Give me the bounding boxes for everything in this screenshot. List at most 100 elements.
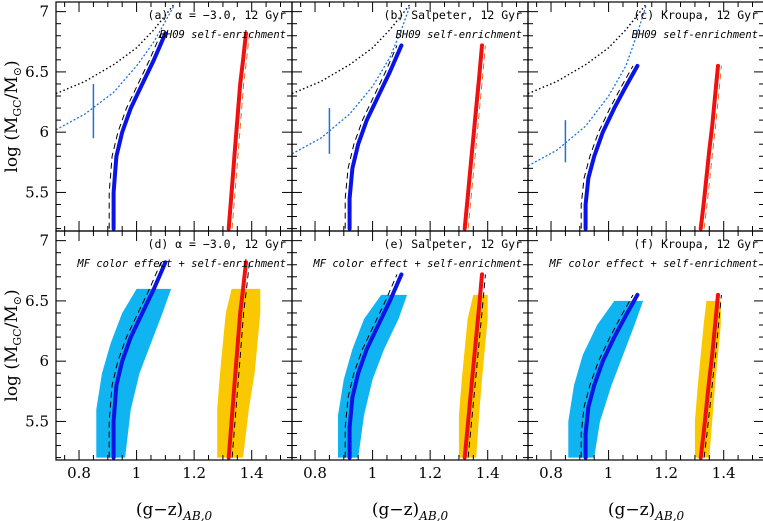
panel-e: (e) Salpeter, 12 Gyr MF color effect + se…: [291, 230, 529, 461]
x-axis-label-main: (g−z): [136, 500, 183, 520]
panel-title-f: (f) Kroupa, 12 Gyr: [633, 237, 758, 251]
y-tick-label: 7: [39, 232, 49, 250]
y-tick-label: 6.5: [25, 63, 49, 81]
dotted-curve-c: [528, 3, 647, 95]
panel-subtitle-a: BH09 self-enrichment: [160, 29, 286, 41]
panel-plot-e: [338, 272, 488, 460]
x-tick-label: 1.4: [712, 464, 736, 482]
x-axis-label-sub: AB,0: [182, 509, 212, 521]
x-tick-label: 1.2: [182, 464, 206, 482]
x-tick-label: 1: [604, 464, 614, 482]
y-axis-label-log: log (M: [2, 117, 22, 173]
red-series-d: [226, 260, 248, 460]
y-axis-label-sub: GC: [11, 99, 24, 116]
panel-plot-b: [292, 3, 486, 231]
blue-band-e: [338, 294, 408, 458]
red-dashed-e: [467, 274, 486, 458]
y-axis-label-log: log (M: [2, 346, 22, 402]
y-tick-label: 5.5: [25, 183, 49, 201]
y-tick-label: 6: [39, 352, 49, 370]
x-tick-label: 1: [368, 464, 378, 482]
y-tick-label: 7: [39, 3, 49, 21]
y-tick-label: 5.5: [25, 412, 49, 430]
blue-series-a: [111, 31, 168, 231]
red-series-f: [698, 292, 720, 460]
blue-series-f: [583, 292, 640, 460]
x-axis-label: (g−z)AB,0: [372, 500, 449, 521]
y-axis-label-slash: /M: [2, 76, 22, 99]
panel-d: (d) α = −3.0, 12 Gyr MF color effect + se…: [55, 230, 293, 461]
panel-a: (a) α = −3.0, 12 Gyr BH09 self-enrichment: [55, 1, 293, 232]
x-tick-label: 0.8: [67, 464, 91, 482]
y-axis-label-sun: ⊙: [11, 67, 24, 76]
panel-subtitle-f: MF color effect + self-enrichment: [548, 258, 758, 270]
bh09-curve-b: [292, 5, 411, 155]
panel-plot-f: [568, 292, 722, 460]
x-tick-label: 1.4: [476, 464, 500, 482]
y-axis-label-sub: GC: [11, 328, 24, 345]
y-axis-label: log (MGC/M⊙): [2, 289, 24, 401]
blue-series-d: [111, 260, 168, 460]
panel-plot-d: [96, 260, 261, 460]
blue-series-e: [347, 272, 404, 460]
red-series-b: [462, 43, 484, 231]
panel-f: (f) Kroupa, 12 Gyr MF color effect + self…: [527, 230, 763, 461]
x-tick-label: 0.8: [539, 464, 563, 482]
blue-band-f: [568, 300, 644, 458]
y-axis-label-close: ): [2, 60, 22, 67]
black-dashed-e: [344, 274, 398, 458]
black-dashed-b: [344, 45, 398, 229]
red-dashed-c: [703, 65, 722, 229]
panel-title-e: (e) Salpeter, 12 Gyr: [384, 237, 523, 251]
red-dashed-f: [703, 294, 722, 458]
black-dashed-d: [108, 262, 162, 458]
panel-title-a: (a) α = −3.0, 12 Gyr: [148, 8, 287, 22]
blue-series-b: [347, 43, 404, 231]
x-axis-label: (g−z)AB,0: [608, 500, 685, 521]
y-axis-label-sun: ⊙: [11, 296, 24, 305]
red-series-e: [462, 272, 484, 460]
bh09-curve-a: [56, 5, 175, 131]
x-axis-label-sub: AB,0: [418, 509, 448, 521]
panel-subtitle-e: MF color effect + self-enrichment: [312, 258, 522, 270]
panel-subtitle-b: BH09 self-enrichment: [396, 29, 522, 41]
panel-frame-f: [527, 230, 763, 461]
panel-title-c: (c) Kroupa, 12 Gyr: [633, 8, 758, 22]
panel-c: (c) Kroupa, 12 Gyr BH09 self-enrichment: [527, 1, 763, 232]
x-tick-label: 1: [132, 464, 142, 482]
panel-plot-a: [56, 3, 250, 231]
black-dashed-f: [580, 294, 634, 458]
bh09-curve-c: [528, 5, 647, 167]
x-axis-label-sub: AB,0: [654, 509, 684, 521]
y-axis-label-close: ): [2, 289, 22, 296]
x-axis-label: (g−z)AB,0: [136, 500, 213, 521]
x-tick-label: 0.8: [303, 464, 327, 482]
panel-title-d: (d) α = −3.0, 12 Gyr: [148, 237, 287, 251]
x-tick-label: 1.2: [654, 464, 678, 482]
panels-layer: (a) α = −3.0, 12 Gyr BH09 self-enrichment…: [55, 1, 763, 461]
black-dashed-c: [580, 65, 634, 229]
black-dashed-a: [108, 33, 162, 229]
x-tick-label: 1.4: [240, 464, 264, 482]
dotted-curve-a: [56, 3, 175, 95]
blue-series-c: [583, 63, 640, 231]
blue-band-d: [96, 288, 172, 458]
y-axis-label: log (MGC/M⊙): [2, 60, 24, 172]
panel-b: (b) Salpeter, 12 Gyr BH09 self-enrichment: [291, 1, 529, 232]
red-series-c: [698, 63, 720, 231]
y-tick-label: 6.5: [25, 292, 49, 310]
dotted-curve-b: [292, 3, 411, 95]
panel-plot-c: [528, 3, 722, 231]
panel-title-b: (b) Salpeter, 12 Gyr: [384, 8, 523, 22]
red-dashed-b: [467, 45, 486, 229]
y-tick-label: 6: [39, 123, 49, 141]
x-axis-label-main: (g−z): [372, 500, 419, 520]
x-tick-label: 1.2: [418, 464, 442, 482]
panel-subtitle-d: MF color effect + self-enrichment: [76, 258, 286, 270]
x-axis-label-main: (g−z): [608, 500, 655, 520]
y-axis-label-slash: /M: [2, 305, 22, 328]
red-series-a: [226, 31, 248, 231]
panel-subtitle-c: BH09 self-enrichment: [632, 29, 758, 41]
